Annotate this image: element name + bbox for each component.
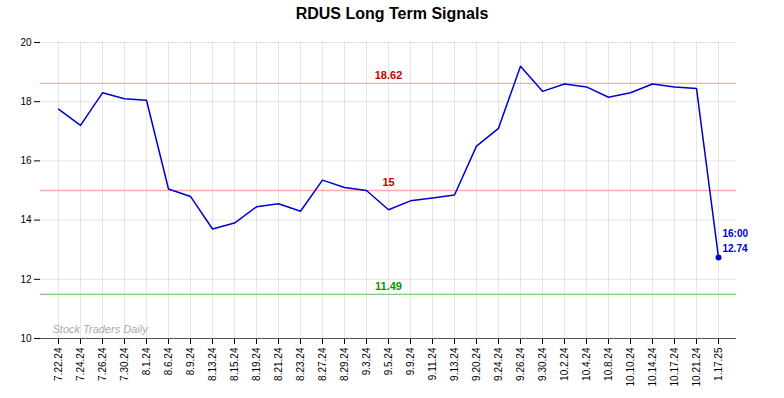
svg-text:8.29.24: 8.29.24 xyxy=(339,347,350,381)
svg-text:Stock Traders Daily: Stock Traders Daily xyxy=(53,323,150,335)
svg-text:9.11.24: 9.11.24 xyxy=(427,347,438,380)
svg-text:8.1.24: 8.1.24 xyxy=(141,347,152,375)
svg-text:10.14.24: 10.14.24 xyxy=(647,347,658,386)
svg-text:9.13.24: 9.13.24 xyxy=(449,347,460,381)
svg-text:10.21.24: 10.21.24 xyxy=(691,347,702,386)
svg-text:9.9.24: 9.9.24 xyxy=(405,347,416,375)
svg-text:8.23.24: 8.23.24 xyxy=(295,347,306,381)
svg-text:18.62: 18.62 xyxy=(375,69,403,81)
svg-text:9.26.24: 9.26.24 xyxy=(515,347,526,381)
svg-text:1.17.25: 1.17.25 xyxy=(713,347,724,381)
svg-text:16:00: 16:00 xyxy=(723,228,749,239)
svg-text:8.19.24: 8.19.24 xyxy=(251,347,262,381)
svg-text:9.30.24: 9.30.24 xyxy=(537,347,548,381)
svg-text:10.8.24: 10.8.24 xyxy=(603,347,614,381)
svg-text:7.26.24: 7.26.24 xyxy=(97,347,108,381)
svg-text:9.5.24: 9.5.24 xyxy=(383,347,394,375)
svg-text:8.6.24: 8.6.24 xyxy=(163,347,174,375)
svg-text:7.24.24: 7.24.24 xyxy=(75,347,86,381)
svg-text:15: 15 xyxy=(382,176,394,188)
svg-text:8.15.24: 8.15.24 xyxy=(229,347,240,381)
svg-text:10.2.24: 10.2.24 xyxy=(559,347,570,381)
svg-text:20: 20 xyxy=(20,37,32,48)
svg-text:7.30.24: 7.30.24 xyxy=(119,347,130,381)
svg-text:10.17.24: 10.17.24 xyxy=(669,347,680,386)
svg-text:10: 10 xyxy=(20,333,32,344)
svg-text:8.27.24: 8.27.24 xyxy=(317,347,328,381)
svg-text:9.24.24: 9.24.24 xyxy=(493,347,504,381)
svg-text:9.20.24: 9.20.24 xyxy=(471,347,482,381)
svg-text:18: 18 xyxy=(20,96,32,107)
svg-text:16: 16 xyxy=(20,155,32,166)
svg-text:8.21.24: 8.21.24 xyxy=(273,347,284,381)
html-text:RDUS Long Term Signals: RDUS Long Term Signals xyxy=(295,5,489,22)
svg-text:14: 14 xyxy=(20,214,32,225)
svg-text:8.9.24: 8.9.24 xyxy=(185,347,196,375)
svg-text:11.49: 11.49 xyxy=(375,280,402,292)
svg-text:10.4.24: 10.4.24 xyxy=(581,347,592,381)
svg-text:12: 12 xyxy=(20,274,32,285)
svg-text:12.74: 12.74 xyxy=(723,243,748,254)
svg-text:7.22.24: 7.22.24 xyxy=(53,347,64,381)
svg-text:9.3.24: 9.3.24 xyxy=(361,347,372,375)
svg-text:8.13.24: 8.13.24 xyxy=(207,347,218,381)
svg-text:10.10.24: 10.10.24 xyxy=(625,347,636,386)
